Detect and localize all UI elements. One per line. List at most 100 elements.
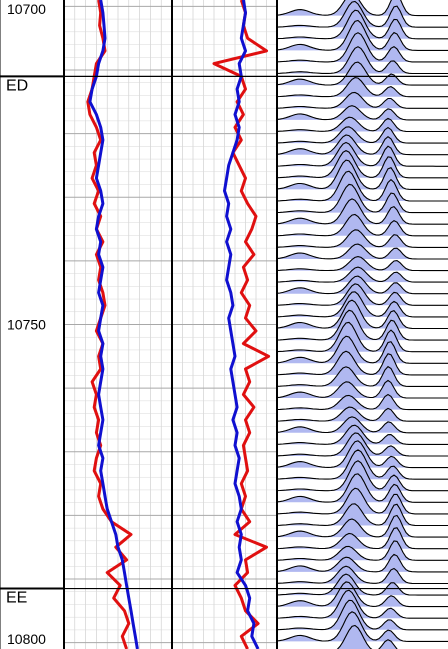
depth-tick-label: 10700 — [7, 1, 46, 17]
waveform-trace — [276, 159, 448, 190]
waveform-trace — [276, 275, 448, 295]
waveform-fill — [277, 1, 448, 28]
waveform-trace — [276, 487, 448, 515]
waveform-fill — [277, 32, 448, 62]
waveform-trace — [276, 365, 448, 387]
waveform-trace — [276, 134, 448, 156]
waveform-fill — [277, 416, 448, 433]
formation-top-label: ED — [6, 77, 28, 94]
waveform-fill — [277, 171, 448, 201]
waveform-fill — [277, 267, 448, 283]
waveform-trace — [276, 170, 448, 202]
waveform-trace — [276, 126, 448, 144]
waveform-fill — [277, 244, 448, 259]
waveform-trace — [276, 424, 448, 445]
waveform-fill — [277, 473, 448, 503]
waveform-fill — [277, 229, 448, 248]
log-track-1 — [64, 0, 172, 649]
waveform-trace — [276, 0, 448, 17]
waveform-trace — [276, 573, 448, 596]
waveform-fill — [277, 62, 448, 86]
waveform-trace — [336, 624, 398, 649]
waveform-fill — [277, 460, 448, 491]
waveform-fill — [277, 105, 448, 120]
waveform-trace — [276, 266, 448, 283]
waveform-fill — [277, 198, 448, 225]
waveform-trace — [276, 565, 448, 585]
blue-log-curve — [88, 0, 139, 649]
waveform-fill — [277, 46, 448, 74]
waveform-trace — [276, 432, 448, 457]
waveform-fill — [277, 283, 448, 306]
waveform-trace — [276, 503, 448, 527]
waveform-fill — [337, 625, 397, 649]
waveform-fill — [277, 10, 448, 39]
waveform-fill — [277, 126, 448, 144]
waveform-fill — [277, 0, 448, 16]
waveform-trace — [276, 198, 448, 225]
waveform-fill — [277, 291, 448, 317]
waveform-trace — [276, 473, 448, 503]
waveform-trace — [276, 553, 448, 573]
waveform-trace — [276, 0, 448, 28]
waveform-fill — [277, 300, 448, 329]
waveform-trace — [276, 581, 448, 608]
waveform-trace — [276, 299, 448, 330]
waveform-fill — [277, 92, 448, 109]
blue-log-curve — [223, 0, 260, 649]
waveform-trace — [276, 183, 448, 214]
waveform-fill — [277, 488, 448, 514]
waveform-trace — [276, 19, 448, 51]
waveform-fill — [277, 336, 448, 364]
waveform-trace — [276, 379, 448, 399]
waveform-trace — [276, 32, 448, 63]
waveform-fill — [277, 256, 448, 271]
waveform-trace — [276, 599, 448, 631]
waveform-trace — [276, 46, 448, 75]
waveform-fill — [277, 310, 448, 341]
waveform-trace — [276, 91, 448, 109]
formation-top-label: EE — [6, 590, 27, 607]
waveform-trace — [276, 440, 448, 469]
red-log-curve — [212, 0, 271, 649]
waveform-fill — [277, 214, 448, 236]
waveform-fill — [277, 160, 448, 190]
waveform-trace — [276, 149, 448, 179]
waveform-trace — [276, 589, 448, 619]
waveform-fill — [277, 322, 448, 352]
waveform-fill — [277, 425, 448, 445]
waveform-fill — [277, 600, 448, 630]
waveform-trace — [276, 213, 448, 237]
waveform-fill — [277, 276, 448, 294]
depth-tick-label: 10750 — [7, 317, 46, 333]
waveform-trace — [276, 540, 448, 561]
waveform-trace — [276, 611, 448, 642]
waveform-trace — [276, 460, 448, 492]
waveform-trace — [276, 350, 448, 376]
waveform-trace — [276, 9, 448, 40]
waveform-trace — [276, 416, 448, 434]
waveform-fill — [277, 590, 448, 619]
waveform-trace — [276, 393, 448, 411]
depth-track: 10700 10750 10800 — [7, 1, 46, 647]
waveform-track — [276, 0, 448, 649]
waveform-trace — [276, 321, 448, 353]
waveform-fill — [277, 77, 448, 97]
waveform-fill — [277, 432, 448, 456]
waveform-fill — [277, 581, 448, 607]
waveform-trace — [276, 243, 448, 260]
waveform-trace — [276, 449, 448, 480]
waveform-trace — [276, 229, 448, 248]
waveform-trace — [276, 141, 448, 167]
waveform-fill — [277, 20, 448, 51]
waveform-trace — [276, 256, 448, 272]
waveform-trace — [276, 514, 448, 538]
waveform-trace — [276, 283, 448, 306]
log-track-2 — [172, 0, 277, 649]
waveform-trace — [276, 309, 448, 341]
waveform-trace — [276, 291, 448, 318]
waveform-trace — [276, 527, 448, 550]
waveform-fill — [277, 184, 448, 213]
